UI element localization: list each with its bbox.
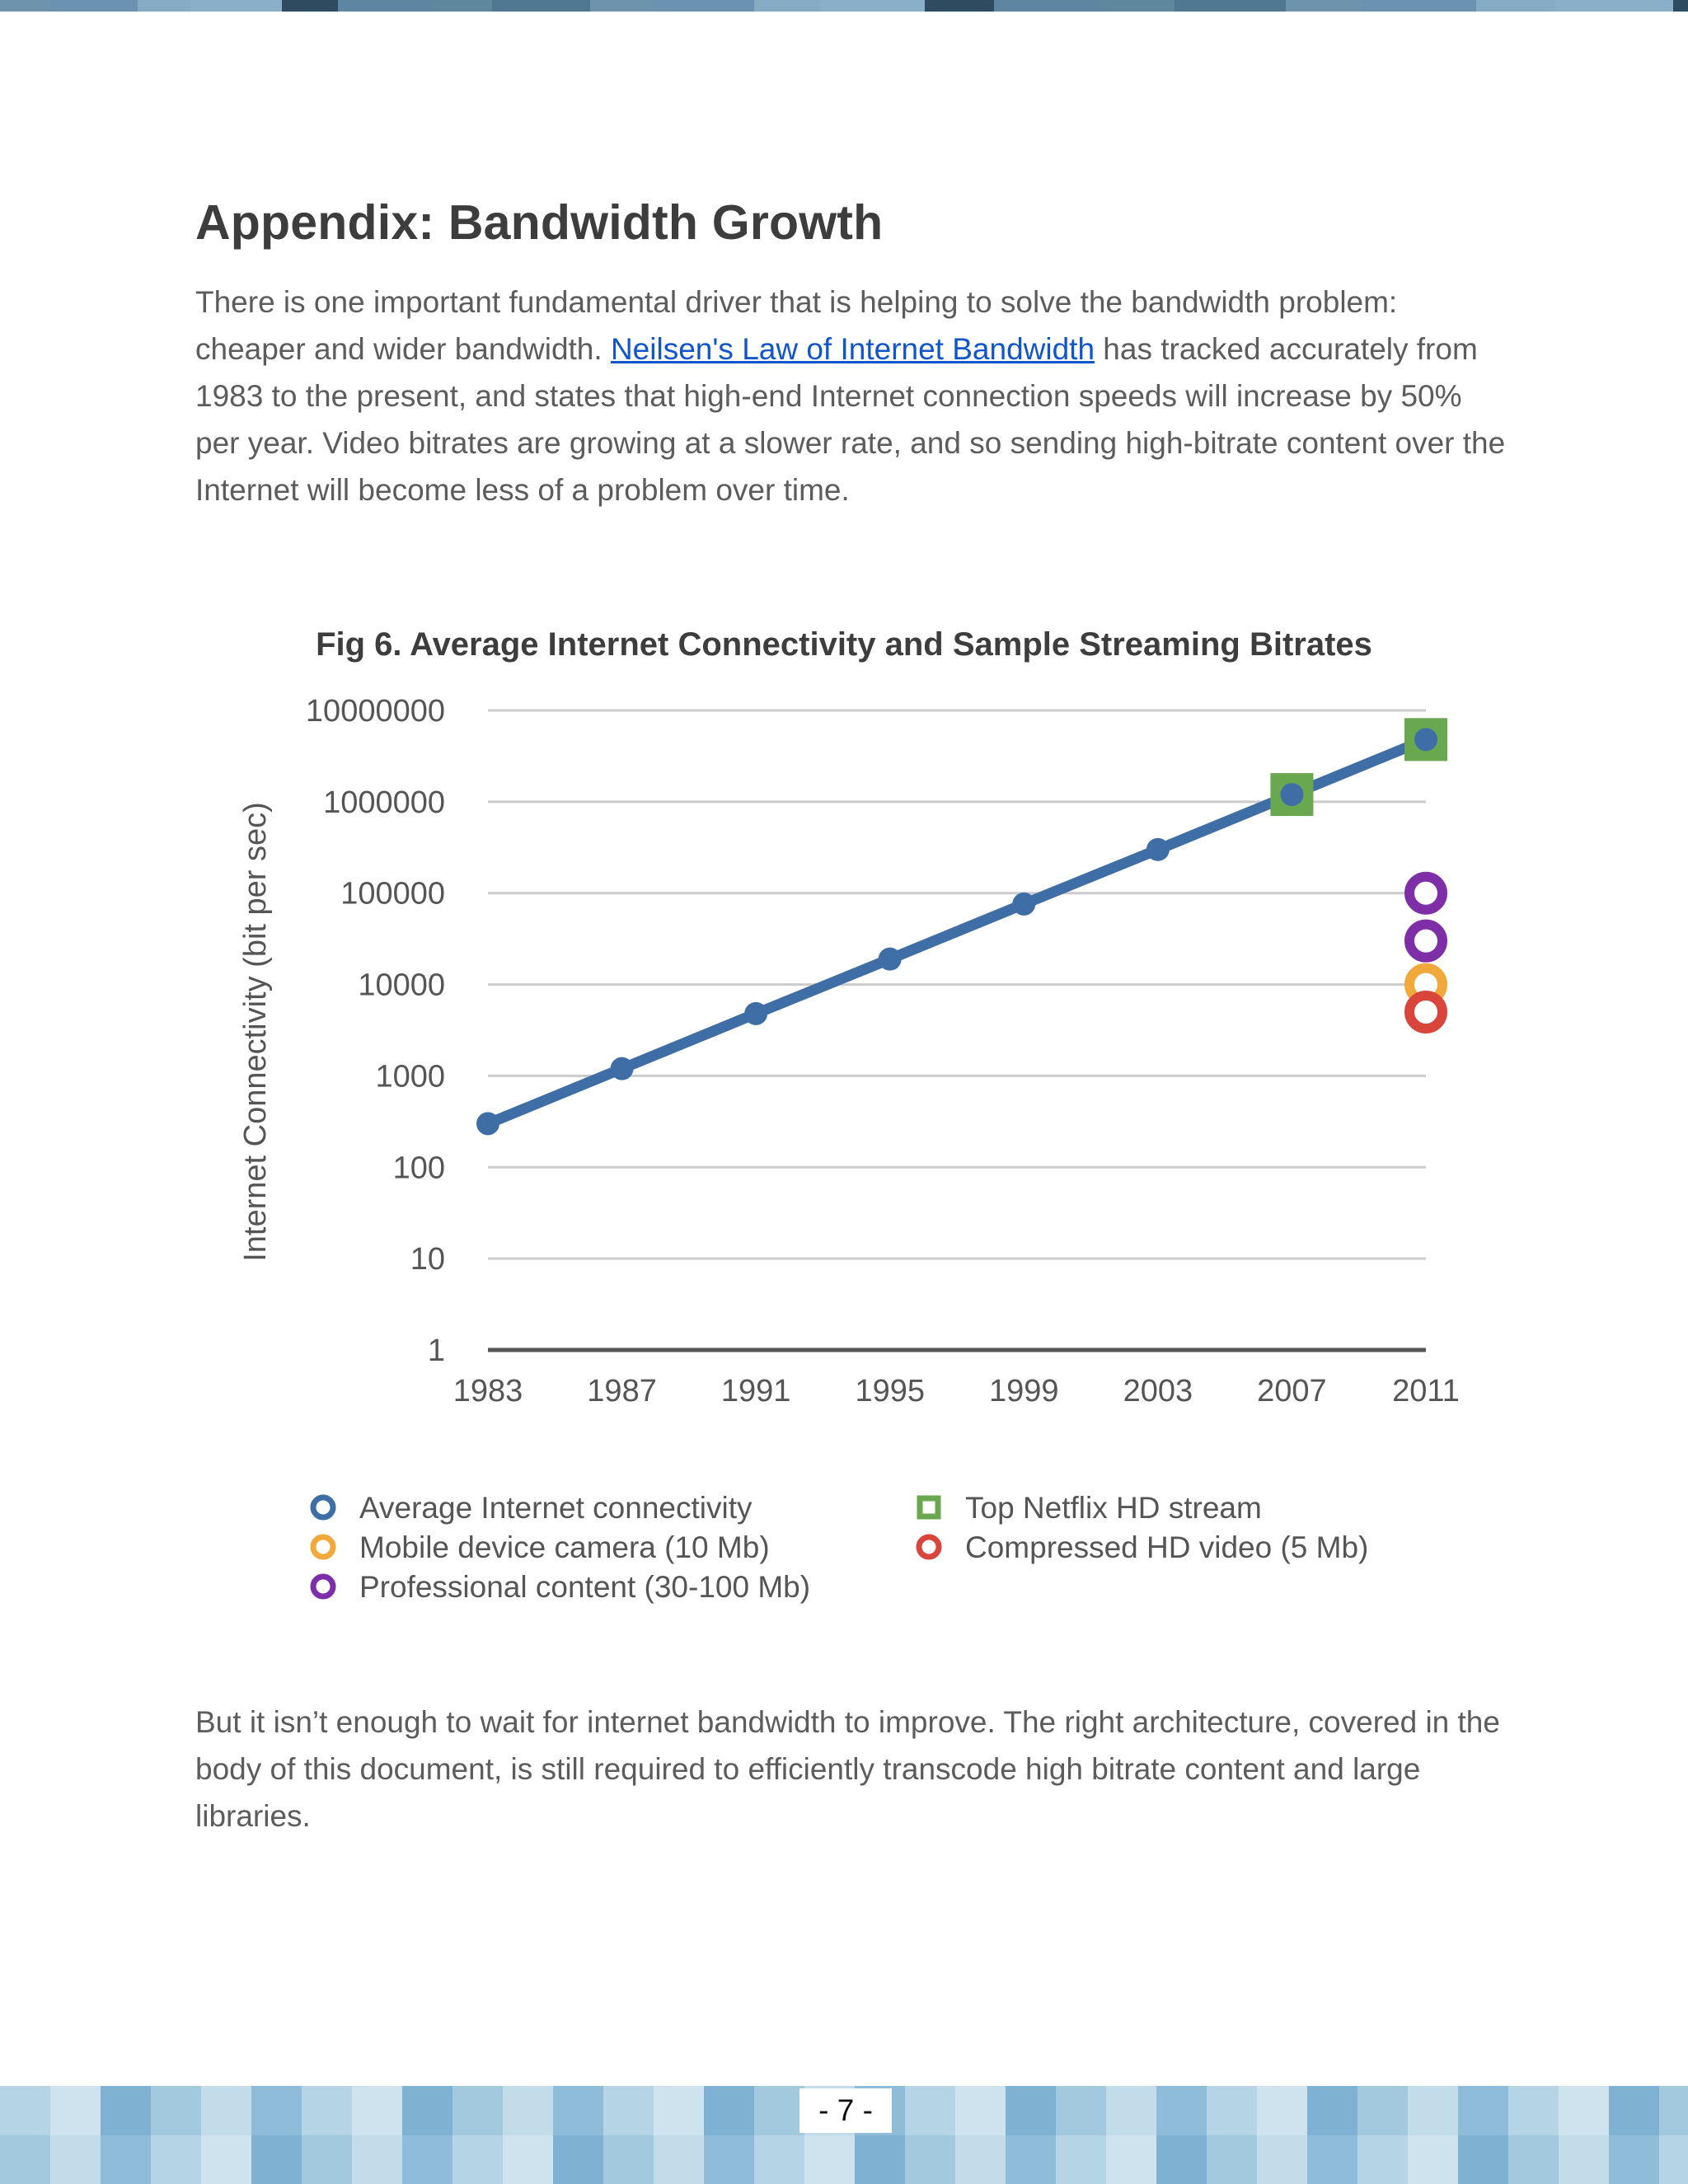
page-number: - 7 -	[799, 2088, 892, 2133]
legend-swatch	[310, 1494, 336, 1521]
data-point-average-connectivity	[1280, 783, 1304, 807]
y-tick-label: 100000	[340, 877, 445, 912]
legend-swatch	[310, 1573, 336, 1600]
y-axis-label: Internet Connectivity (bit per sec)	[238, 802, 273, 1262]
chart-title: Fig 6. Average Internet Connectivity and…	[316, 626, 1372, 663]
top-decorative-band	[0, 0, 1688, 12]
closing-paragraph: But it isn’t enough to wait for internet…	[195, 1705, 1500, 1833]
intro-text-after: has tracked accurately from 1983 to the …	[195, 332, 1506, 507]
data-point-average-connectivity	[878, 947, 902, 971]
x-tick-label: 2011	[1392, 1374, 1460, 1408]
series-line-average-internet-connectivity	[482, 733, 1432, 1129]
y-tick-label: 1	[428, 1333, 445, 1368]
page-title: Appendix: Bandwidth Growth	[195, 195, 884, 250]
y-tick-label: 1000	[375, 1059, 445, 1094]
legend-label: Top Netflix HD stream	[965, 1491, 1262, 1525]
x-tick-label: 1983	[453, 1374, 523, 1408]
legend-label: Mobile device camera (10 Mb)	[359, 1530, 770, 1564]
x-tick-label: 2007	[1257, 1374, 1327, 1408]
data-point-average-connectivity	[610, 1057, 634, 1080]
data-point-bitrate-ring	[1404, 990, 1447, 1033]
intro-text-before: There is one important fundamental drive…	[195, 285, 1398, 366]
x-tick-label: 2003	[1123, 1374, 1193, 1408]
legend-label: Professional content (30-100 Mb)	[359, 1570, 810, 1604]
x-tick-label: 1987	[587, 1374, 657, 1408]
x-tick-label: 1991	[721, 1374, 791, 1408]
y-tick-label: 10000	[358, 968, 445, 1003]
legend-swatch	[310, 1534, 336, 1560]
y-tick-label: 1000000	[323, 785, 445, 820]
legend-swatch	[916, 1534, 942, 1560]
x-tick-label: 1999	[989, 1374, 1059, 1408]
y-tick-label: 10000000	[306, 694, 445, 729]
legend-swatch	[917, 1495, 941, 1520]
data-point-average-connectivity	[476, 1112, 499, 1136]
bandwidth-chart: 10000000 1000000 100000 10000 1000 100 10 11983…	[238, 694, 1460, 1604]
y-tick-label: 100	[393, 1151, 445, 1185]
data-point-average-connectivity	[744, 1001, 768, 1025]
legend-label: Average Internet connectivity	[359, 1491, 753, 1525]
data-point-average-connectivity	[1012, 892, 1036, 916]
data-point-average-connectivity	[1146, 837, 1170, 861]
data-point-bitrate-ring	[1404, 871, 1447, 915]
nielsens-law-link[interactable]: Neilsen's Law of Internet Bandwidth	[610, 332, 1095, 366]
data-point-bitrate-ring	[1404, 919, 1447, 963]
intro-paragraph: There is one important fundamental drive…	[195, 279, 1514, 513]
bottom-decorative-band	[0, 2086, 1688, 2184]
x-tick-label: 1995	[855, 1374, 925, 1408]
y-tick-label: 10	[410, 1242, 445, 1277]
data-point-average-connectivity	[1414, 728, 1437, 752]
legend-label: Compressed HD video (5 Mb)	[965, 1530, 1368, 1564]
